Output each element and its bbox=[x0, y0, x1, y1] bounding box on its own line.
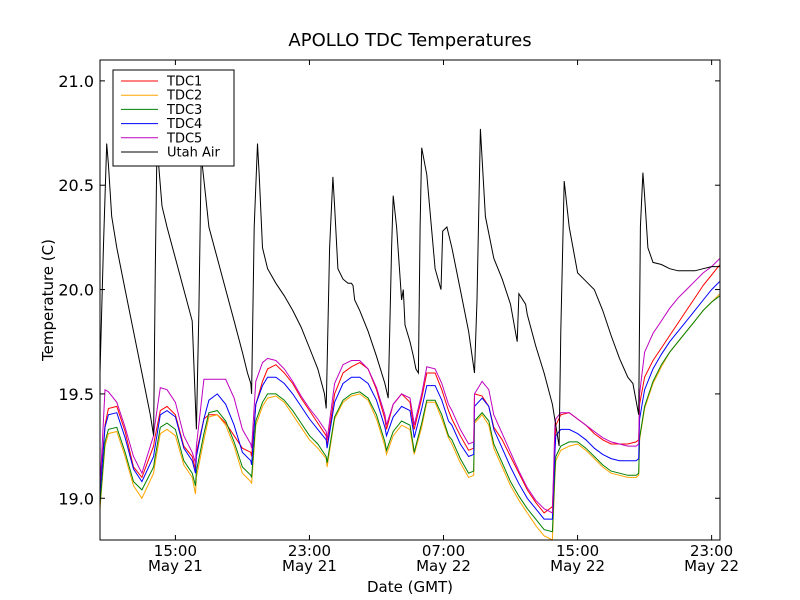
series-line-utah-air bbox=[100, 128, 720, 447]
y-tick-label: 19.0 bbox=[58, 489, 94, 508]
legend-label-utah-air: Utah Air bbox=[167, 146, 220, 161]
x-tick-label-time: 15:00 bbox=[154, 542, 197, 560]
y-axis-label: Temperature (C) bbox=[39, 239, 57, 362]
series-line-tdc2 bbox=[100, 293, 720, 540]
y-tick-label: 19.5 bbox=[58, 385, 94, 404]
legend-box bbox=[112, 69, 235, 167]
legend-label-tdc3: TDC3 bbox=[166, 103, 202, 118]
x-tick-label-date: May 22 bbox=[416, 557, 471, 575]
chart-title: APOLLO TDC Temperatures bbox=[288, 30, 531, 51]
series-line-tdc1 bbox=[100, 264, 720, 514]
x-tick-label-date: May 22 bbox=[684, 557, 739, 575]
series-layer bbox=[100, 128, 720, 540]
y-tick-label: 20.5 bbox=[58, 176, 94, 195]
x-tick-label-time: 23:00 bbox=[690, 542, 733, 560]
x-tick-label-time: 15:00 bbox=[556, 542, 599, 560]
x-tick-label-date: May 22 bbox=[550, 557, 605, 575]
legend-label-tdc5: TDC5 bbox=[166, 131, 202, 146]
x-tick-label-date: May 21 bbox=[148, 557, 203, 575]
series-line-tdc3 bbox=[100, 295, 720, 533]
y-tick-label: 20.0 bbox=[58, 281, 94, 300]
x-axis-label: Date (GMT) bbox=[367, 578, 453, 596]
series-line-tdc4 bbox=[100, 280, 720, 520]
legend-label-tdc4: TDC4 bbox=[166, 117, 202, 132]
legend-label-tdc1: TDC1 bbox=[166, 75, 202, 90]
y-tick-label: 21.0 bbox=[58, 72, 94, 91]
series-line-tdc5 bbox=[100, 257, 720, 514]
plot-frame bbox=[99, 59, 721, 541]
x-tick-label-time: 07:00 bbox=[422, 542, 465, 560]
legend-label-tdc2: TDC2 bbox=[166, 89, 202, 104]
x-tick-label-date: May 21 bbox=[282, 557, 337, 575]
x-tick-label-time: 23:00 bbox=[288, 542, 331, 560]
